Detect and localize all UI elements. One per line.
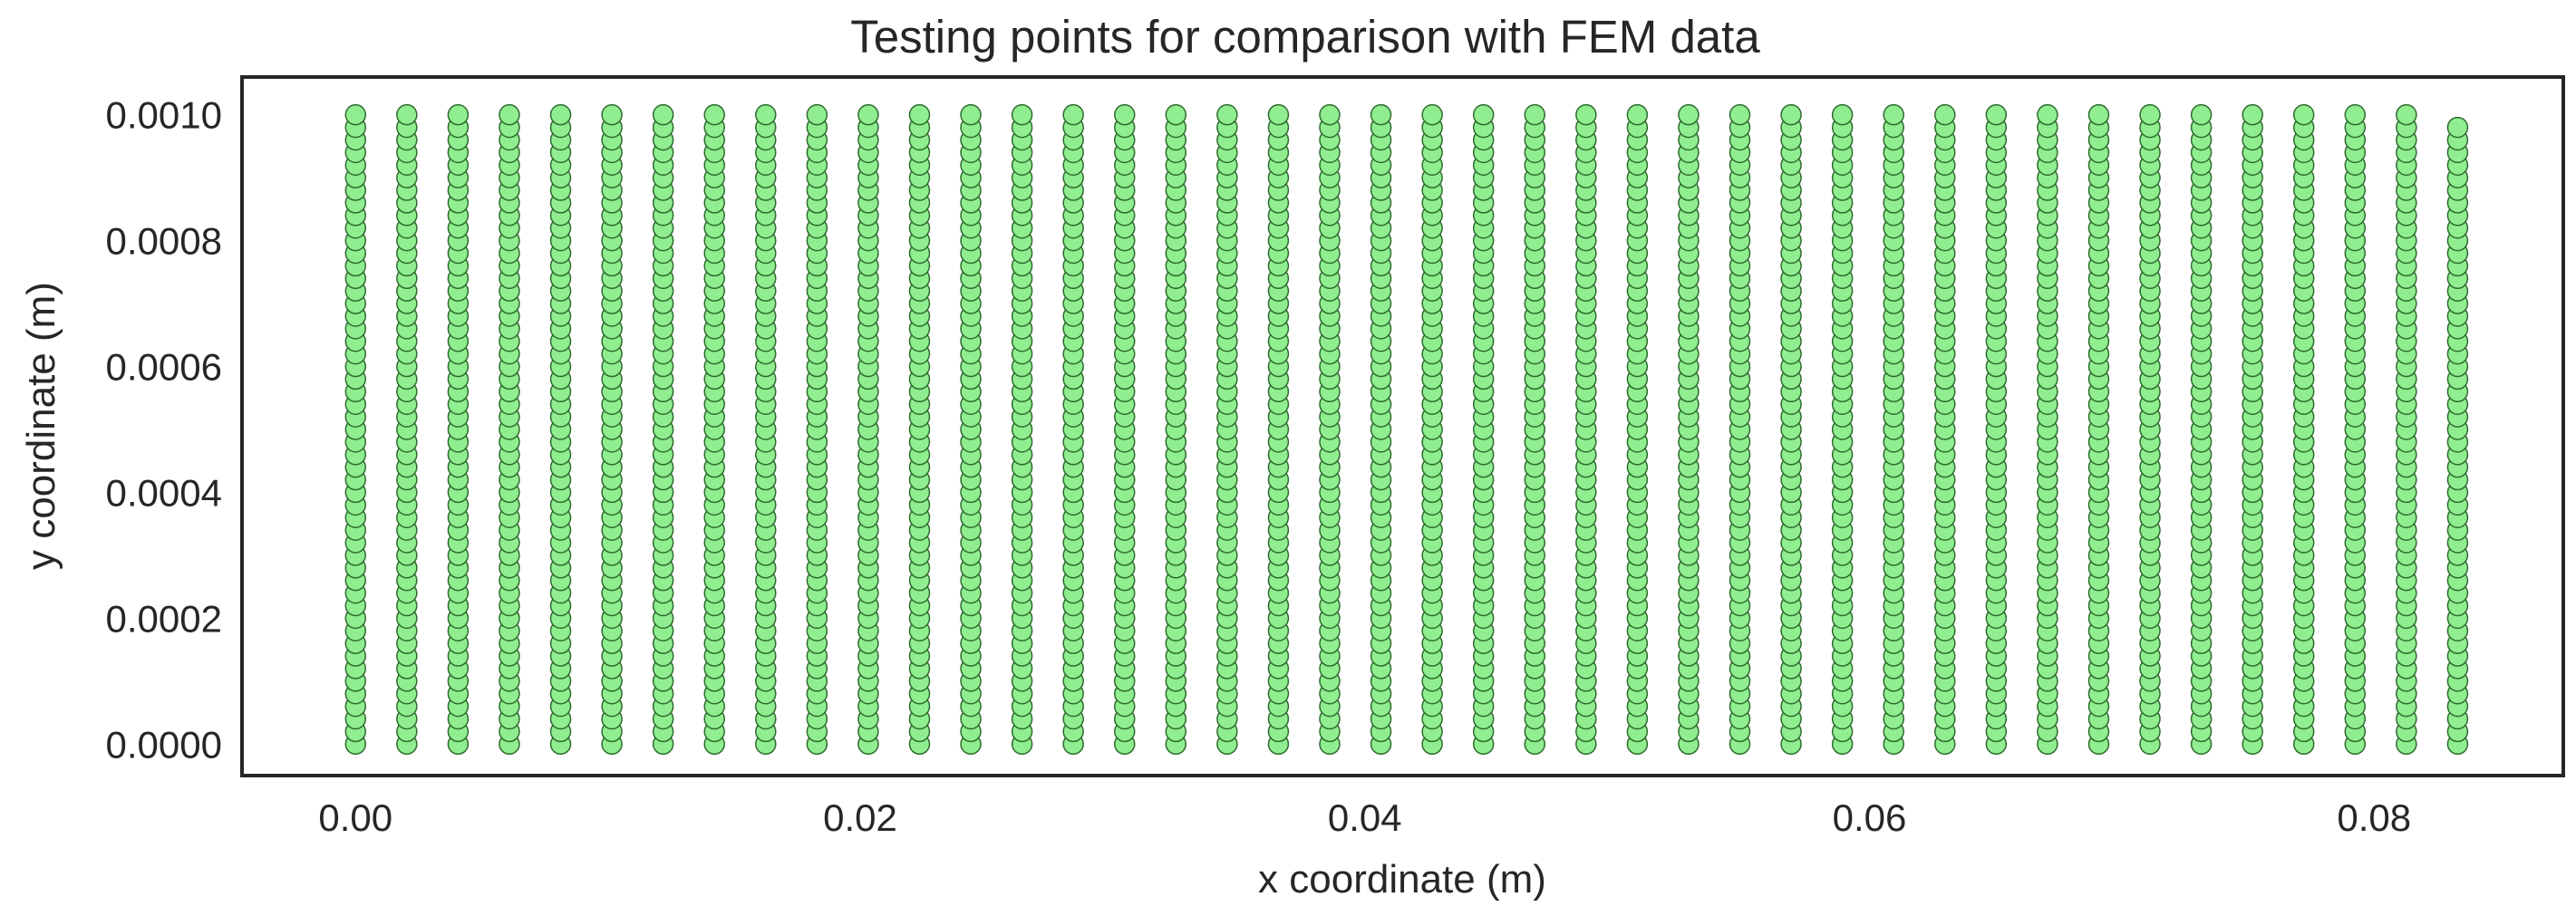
data-point — [1267, 103, 1290, 126]
data-point — [1472, 103, 1495, 126]
chart-title: Testing points for comparison with FEM d… — [850, 11, 1760, 63]
data-point — [2087, 103, 2110, 126]
x-tick-label: 0.06 — [1833, 796, 1907, 839]
data-point — [857, 103, 879, 126]
y-tick-label: 0.0006 — [106, 346, 222, 389]
data-point — [2344, 103, 2367, 126]
x-axis-label: x coordinate (m) — [1258, 857, 1546, 902]
x-axis-ticks: 0.00 0.02 0.04 0.06 0.08 — [318, 796, 2411, 839]
x-tick-label: 0.04 — [1328, 796, 1402, 839]
data-point — [1678, 103, 1700, 126]
data-point — [806, 103, 828, 126]
data-point — [1831, 103, 1854, 126]
data-point — [1165, 103, 1187, 126]
data-point — [1575, 103, 1597, 126]
data-point — [1524, 103, 1545, 126]
data-point — [1062, 103, 1084, 126]
data-point — [1370, 103, 1392, 126]
y-axis-label: y coordinate (m) — [19, 282, 63, 570]
data-point — [1729, 103, 1751, 126]
data-point — [703, 103, 725, 126]
y-tick-label: 0.0000 — [106, 723, 222, 766]
data-point — [2446, 116, 2469, 139]
data-point — [755, 103, 777, 126]
data-point — [2242, 103, 2263, 126]
y-tick-label: 0.0004 — [106, 471, 222, 514]
y-axis-ticks: 0.0000 0.0002 0.0004 0.0006 0.0008 0.0010 — [106, 94, 222, 767]
data-points — [344, 103, 2469, 756]
data-point — [499, 103, 520, 126]
data-point — [447, 103, 470, 126]
y-tick-label: 0.0002 — [106, 597, 222, 640]
data-point — [2396, 103, 2417, 126]
data-point — [960, 103, 982, 126]
data-point — [1780, 103, 1802, 126]
plot-area-frame — [240, 75, 2565, 777]
y-tick-label: 0.0008 — [106, 220, 222, 263]
data-point — [396, 103, 418, 126]
data-point — [1421, 103, 1443, 126]
data-point — [1985, 103, 2008, 126]
data-point — [549, 103, 572, 126]
data-point — [1216, 103, 1238, 126]
data-point — [1934, 103, 1956, 126]
data-point — [601, 103, 623, 126]
y-tick-label: 0.0010 — [106, 94, 222, 137]
data-point — [344, 103, 367, 126]
x-tick-label: 0.02 — [823, 796, 897, 839]
data-point — [2292, 103, 2315, 126]
data-point — [1319, 103, 1341, 126]
data-point — [2190, 103, 2213, 126]
data-point — [1011, 103, 1033, 126]
data-point — [1626, 103, 1649, 126]
data-point — [652, 103, 674, 126]
data-point — [1883, 103, 1904, 126]
x-tick-label: 0.08 — [2337, 796, 2411, 839]
x-tick-label: 0.00 — [318, 796, 392, 839]
data-point — [1113, 103, 1136, 126]
data-point — [2139, 103, 2161, 126]
data-point — [908, 103, 931, 126]
data-point — [2037, 103, 2058, 126]
